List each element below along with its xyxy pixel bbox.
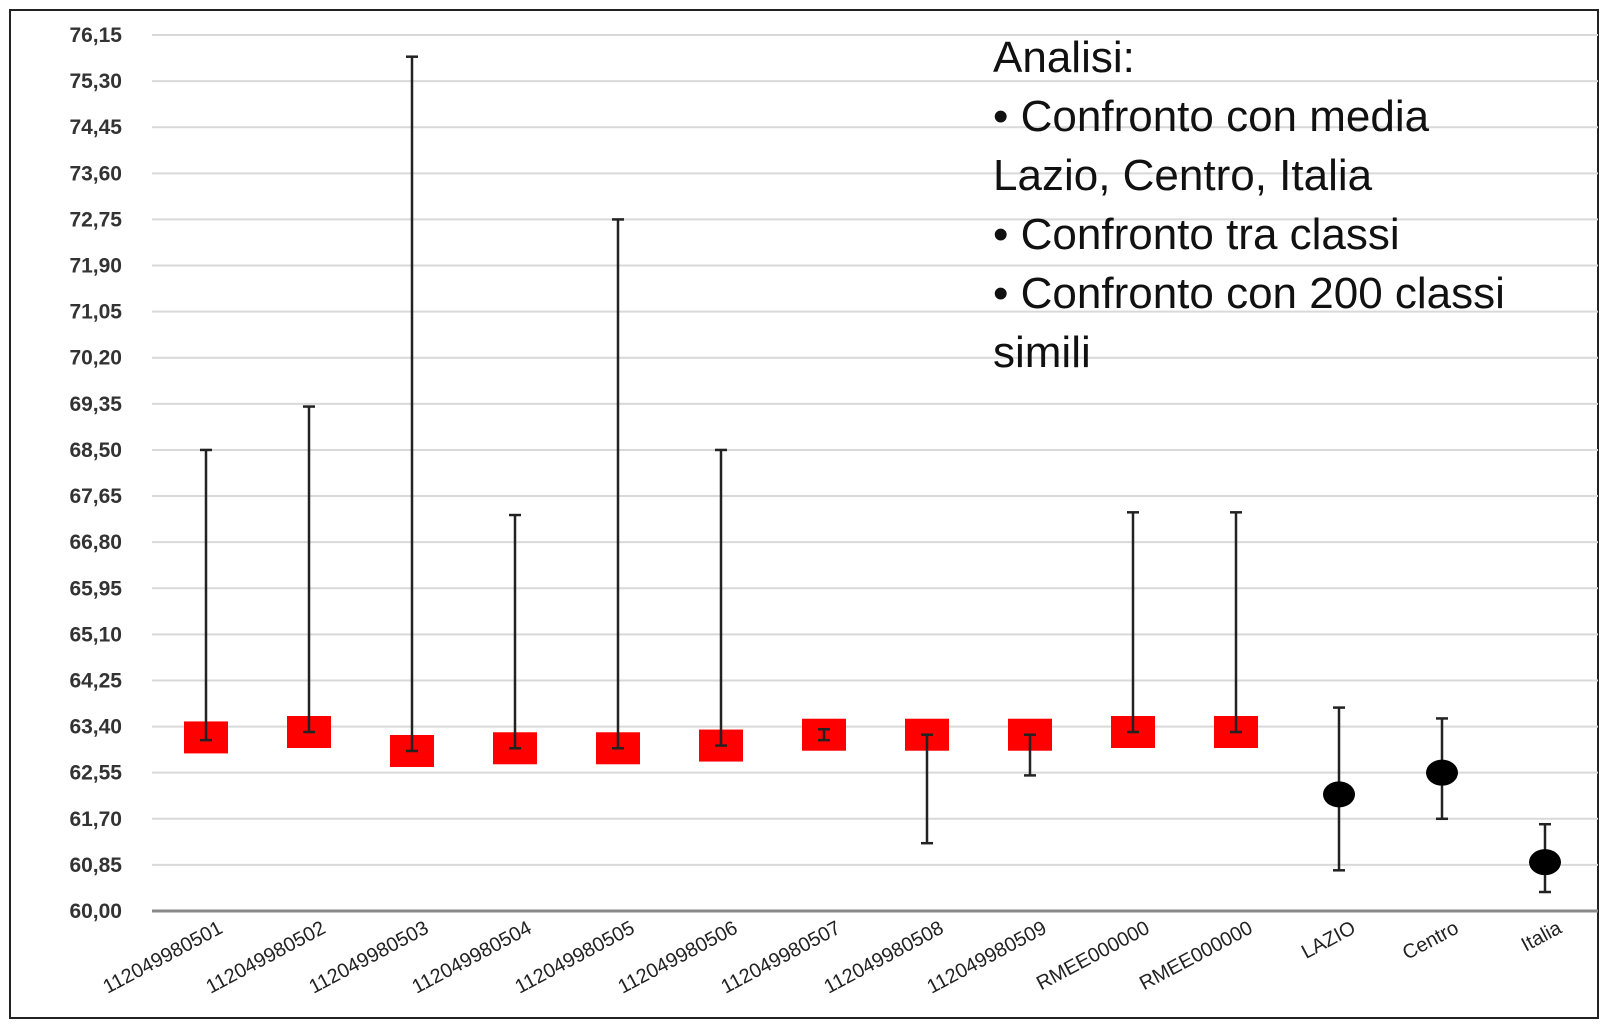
y-axis-ticks: 60,00 60,85 61,70 62,55 63,40 64,25 65,10 65,95…: [69, 24, 122, 923]
data-point-circle: [1426, 759, 1458, 786]
x-axis-ticks: 1120499805011120499805021120499805031120…: [99, 917, 1566, 999]
y-tick-label: 60,00: [69, 900, 122, 923]
y-tick-label: 68,50: [69, 439, 122, 462]
y-tick-label: 65,10: [69, 623, 122, 646]
y-tick-label: 67,65: [69, 485, 122, 508]
y-tick-label: 73,60: [69, 162, 122, 185]
annotation-line-1: • Confronto con media: [993, 92, 1430, 141]
gridlines: [152, 34, 1598, 866]
y-tick-label: 65,95: [69, 577, 122, 600]
x-tick-label: RMEE000000: [1033, 917, 1153, 995]
analysis-annotation: Analisi: • Confronto con media Lazio, Ce…: [993, 28, 1593, 382]
y-tick-label: 71,90: [69, 255, 122, 278]
data-point-circle: [1323, 781, 1355, 808]
annotation-line-5: simili: [993, 328, 1091, 377]
y-tick-label: 60,85: [69, 854, 122, 877]
y-tick-label: 76,15: [69, 24, 122, 47]
annotation-line-2: Lazio, Centro, Italia: [993, 151, 1373, 200]
y-tick-label: 70,20: [69, 347, 122, 370]
y-tick-label: 66,80: [69, 531, 122, 554]
y-tick-label: 71,05: [69, 301, 122, 324]
y-tick-label: 74,45: [69, 116, 122, 139]
x-tick-label: RMEE000000: [1136, 917, 1256, 995]
y-tick-label: 72,75: [69, 208, 122, 231]
annotation-line-4: • Confronto con 200 classi: [993, 269, 1505, 318]
x-tick-label: LAZIO: [1298, 917, 1359, 964]
y-tick-label: 64,25: [69, 669, 122, 692]
x-tick-label: Centro: [1399, 917, 1462, 965]
chart-frame: [9, 9, 1599, 1019]
y-tick-label: 62,55: [69, 762, 122, 785]
annotation-line-title: Analisi:: [993, 33, 1135, 82]
data-point-circle: [1529, 849, 1561, 876]
y-tick-label: 63,40: [69, 716, 122, 739]
y-tick-label: 69,35: [69, 393, 122, 416]
data-markers: [184, 716, 1561, 876]
y-tick-label: 61,70: [69, 808, 122, 831]
annotation-line-3: • Confronto tra classi: [993, 210, 1400, 259]
x-tick-label: Italia: [1518, 917, 1566, 957]
y-tick-label: 75,30: [69, 70, 122, 93]
